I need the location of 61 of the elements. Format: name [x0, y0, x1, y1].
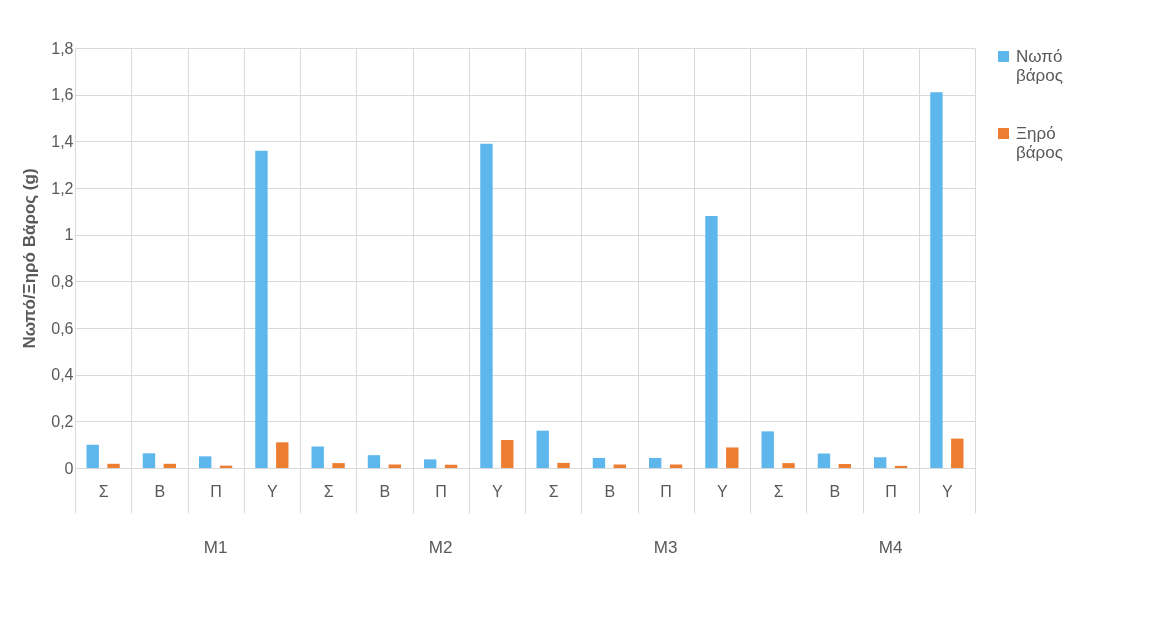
- bar: [761, 431, 774, 468]
- bar: [199, 456, 212, 468]
- bar: [705, 216, 718, 468]
- bar: [536, 430, 549, 468]
- bar: [86, 444, 99, 468]
- bar: [444, 464, 458, 468]
- x-tick-label: Υ: [942, 482, 954, 500]
- bar: [367, 455, 381, 468]
- bar: [142, 453, 156, 468]
- y-tick-label: 0,8: [51, 272, 74, 290]
- x-tick-label: Σ: [323, 482, 334, 500]
- x-tick-label: Υ: [267, 482, 279, 500]
- bar: [817, 453, 831, 468]
- bar: [894, 465, 908, 468]
- bar: [255, 150, 268, 468]
- bar: [592, 457, 606, 468]
- text: M1: [203, 538, 228, 557]
- x-tick-label: Π: [435, 482, 447, 500]
- bar: [107, 463, 120, 468]
- bar: [311, 446, 324, 468]
- x-tick-label: Β: [604, 482, 616, 500]
- x-tick-label: Υ: [492, 482, 504, 500]
- legend-label: Ξηρό βάρος: [1016, 123, 1063, 162]
- bar: [480, 143, 493, 468]
- y-tick-label: 0,4: [51, 366, 74, 384]
- x-tick-label: Β: [154, 482, 166, 500]
- bar: [501, 440, 514, 468]
- bar: [424, 459, 437, 468]
- legend-label: Νωπό βάρος: [1016, 46, 1063, 85]
- x-tick-label: Σ: [548, 482, 559, 500]
- y-tick-label: 1: [64, 226, 74, 244]
- y-tick-label: 0,2: [51, 412, 74, 430]
- bar: [276, 442, 289, 468]
- bar: [557, 462, 570, 468]
- bar: [930, 92, 943, 468]
- bar: [951, 438, 964, 468]
- bar: [838, 464, 851, 468]
- x-tick-label: Β: [829, 482, 841, 500]
- bar: [726, 447, 739, 468]
- bar: [874, 457, 887, 468]
- bar: [332, 463, 345, 468]
- y-axis-title: Νωπό/Ξηρό Βάρος (g): [20, 168, 40, 349]
- y-tick-label: 1,8: [51, 39, 74, 57]
- y-tick-label: 1,4: [51, 132, 74, 150]
- bar: [649, 457, 662, 468]
- bar: [782, 463, 795, 468]
- x-tick-label: Υ: [717, 482, 729, 500]
- y-tick-label: 0,6: [51, 319, 74, 337]
- text: M2: [428, 538, 453, 557]
- x-tick-label: Σ: [773, 482, 784, 500]
- y-tick-label: 1,6: [51, 86, 74, 104]
- x-tick-label: Π: [660, 482, 672, 500]
- text: M3: [653, 538, 678, 557]
- text: M4: [878, 538, 903, 557]
- x-tick-label: Π: [885, 482, 897, 500]
- bar: [163, 463, 176, 468]
- y-tick-label: 0: [64, 459, 74, 477]
- x-tick-label: Σ: [98, 482, 109, 500]
- x-tick-label: Β: [379, 482, 391, 500]
- x-tick-label: Π: [210, 482, 222, 500]
- y-tick-label: 1,2: [51, 179, 74, 197]
